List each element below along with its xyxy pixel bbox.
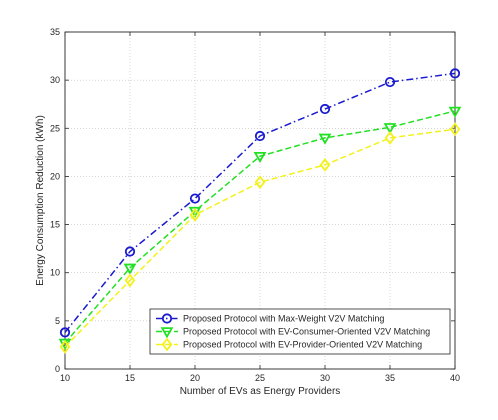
series-lines [58,68,462,354]
data-point [189,208,201,222]
legend-marker [161,313,173,324]
data-point [449,122,461,137]
series-1 [59,68,461,338]
data-point [384,130,396,145]
y-axis-label: Energy Consumption Reduction (kWh) [35,115,46,286]
tick-labels: 10 15 20 25 30 35 40 0 5 10 15 20 25 30 35 [50,27,460,383]
x-tick-label: 30 [320,373,330,383]
x-tick-label: 15 [125,373,135,383]
data-point [449,68,461,79]
data-point [189,193,201,204]
y-tick-label: 0 [55,364,60,374]
data-point [383,123,397,135]
legend-label: Proposed Protocol with Max-Weight V2V Ma… [183,314,384,324]
y-tick-label: 20 [50,171,60,181]
data-point [448,106,462,118]
data-point [253,151,267,164]
data-point [254,130,266,142]
data-point [318,133,332,145]
y-tick-label: 10 [50,268,60,278]
data-point [123,263,137,275]
x-tick-label: 25 [255,373,265,383]
data-point [59,327,71,338]
data-point [124,273,136,288]
series-line [64,128,456,348]
legend-label: Proposed Protocol with EV-Provider-Orien… [183,340,422,350]
series-line [64,110,456,344]
y-tick-label: 15 [50,220,60,230]
data-point [254,175,266,190]
legend-marker [161,337,173,352]
y-tick-label: 30 [50,75,60,85]
x-tick-label: 35 [385,373,395,383]
legend-marker [160,327,174,339]
x-tick-label: 40 [450,373,460,383]
x-tick-label: 20 [190,373,200,383]
y-tick-label: 35 [50,27,60,37]
y-tick-label: 25 [50,123,60,133]
x-tick-label: 10 [60,373,70,383]
x-axis-label: Number of EVs as Energy Providers [180,386,341,397]
data-point [124,246,136,257]
legend-box [149,308,451,355]
axes [64,31,456,370]
legend-entry: Proposed Protocol with EV-Provider-Orien… [156,337,422,352]
axes-box [64,31,456,370]
series-3 [59,122,461,354]
data-point [59,339,71,354]
series-line [64,72,456,333]
legend: Proposed Protocol with Max-Weight V2V Ma… [149,308,451,355]
legend-entry: Proposed Protocol with EV-Consumer-Orien… [156,327,430,339]
legend-entry: Proposed Protocol with Max-Weight V2V Ma… [156,313,384,324]
y-tick-label: 5 [55,316,60,326]
data-point [319,103,331,115]
data-point [319,157,331,172]
data-point [384,76,396,88]
legend-label: Proposed Protocol with EV-Consumer-Orien… [183,327,430,337]
